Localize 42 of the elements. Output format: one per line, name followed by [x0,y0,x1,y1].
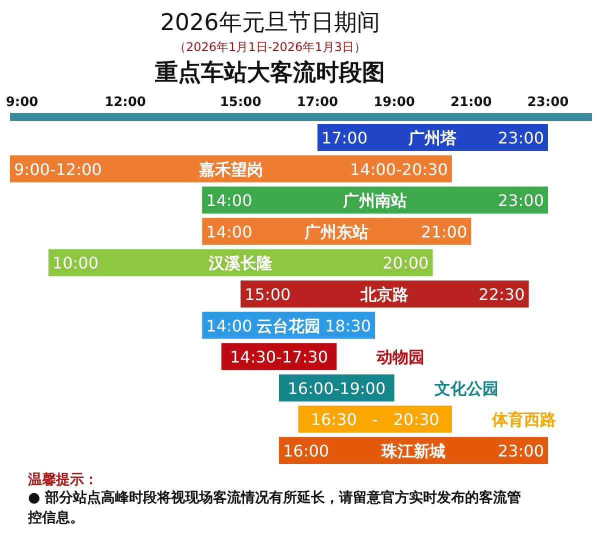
annotation: 20:00 [382,254,429,273]
annotation: 16:30 - 20:30 [310,410,440,430]
annotation: 14:30-17:30 [230,348,328,367]
title: 2026年元旦节日期间 [160,10,380,36]
annotation: 10:00 [52,254,99,273]
y-tick-label: 体育西路 [490,410,556,430]
x-tick-label: 19:00 [374,95,415,110]
x-tick-label: 17:00 [296,95,338,110]
y-tick-label: 云台花园 [256,316,321,336]
annotation: 9:00-12:00 [14,160,102,179]
x-tick-label: 23:00 [527,95,569,110]
text: ● 部分站点高峰时段将视现场客流情况有所延长，请留意官方实时发布的客流管控信息。 [28,488,522,528]
y-tick-label: 动物园 [376,348,425,367]
x-tick-label: 12:00 [104,95,146,110]
text: 重点车站大客流时段图 [154,59,385,86]
y-tick-label: 广州南站 [342,191,408,210]
annotation: 14:00-20:30 [350,160,448,179]
y-tick-label: 汉溪长隆 [208,254,273,273]
x-tick-label: 9:00 [6,95,38,110]
annotation: 15:00 [244,285,291,304]
y-tick-label: 文化公园 [433,378,498,398]
y-tick-label: 北京路 [360,285,409,304]
annotation: 18:30 [324,316,372,336]
annotation: 14:00 [206,316,252,336]
x-tick-label: 21:00 [450,95,492,110]
x-tick-label: 15:00 [220,95,262,110]
annotation: 14:00 [206,191,252,210]
annotation: 16:00 [283,442,330,460]
y-tick-label: 广州塔 [408,128,458,148]
annotation: 21:00 [421,222,468,242]
y-tick-label: 珠江新城 [380,442,446,460]
y-tick-label: 嘉禾望岗 [198,160,263,179]
annotation: 22:30 [478,285,525,304]
annotation: 温馨提示： [27,472,98,488]
annotation: 17:00 [321,128,368,148]
annotation: 16:00-19:00 [288,378,386,398]
y-tick-label: 广州东站 [304,222,369,242]
annotation: 23:00 [498,442,544,460]
annotation: 14:00 [206,222,252,242]
annotation: 23:00 [498,191,544,210]
subtitle: （2026年1月1日-2026年1月3日） [174,40,366,54]
annotation: 23:00 [498,128,544,148]
